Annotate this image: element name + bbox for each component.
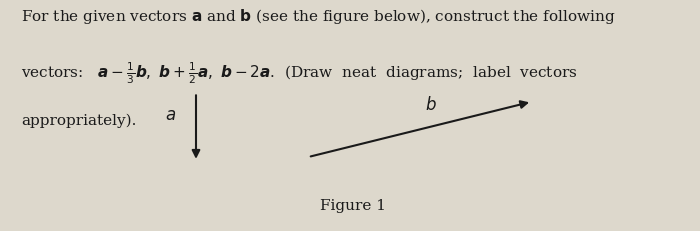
- Text: Figure 1: Figure 1: [321, 198, 386, 213]
- Text: $\mathit{a}$: $\mathit{a}$: [165, 107, 176, 124]
- Text: For the given vectors $\mathit{\mathbf{a}}$ and $\mathit{\mathbf{b}}$ (see the f: For the given vectors $\mathit{\mathbf{a…: [21, 7, 615, 26]
- Text: vectors:   $\boldsymbol{a}-\frac{1}{3}\boldsymbol{b},\ \boldsymbol{b}+\frac{1}{2: vectors: $\boldsymbol{a}-\frac{1}{3}\bol…: [21, 60, 578, 86]
- Text: $\mathit{b}$: $\mathit{b}$: [425, 96, 436, 114]
- Text: appropriately).: appropriately).: [21, 113, 136, 128]
